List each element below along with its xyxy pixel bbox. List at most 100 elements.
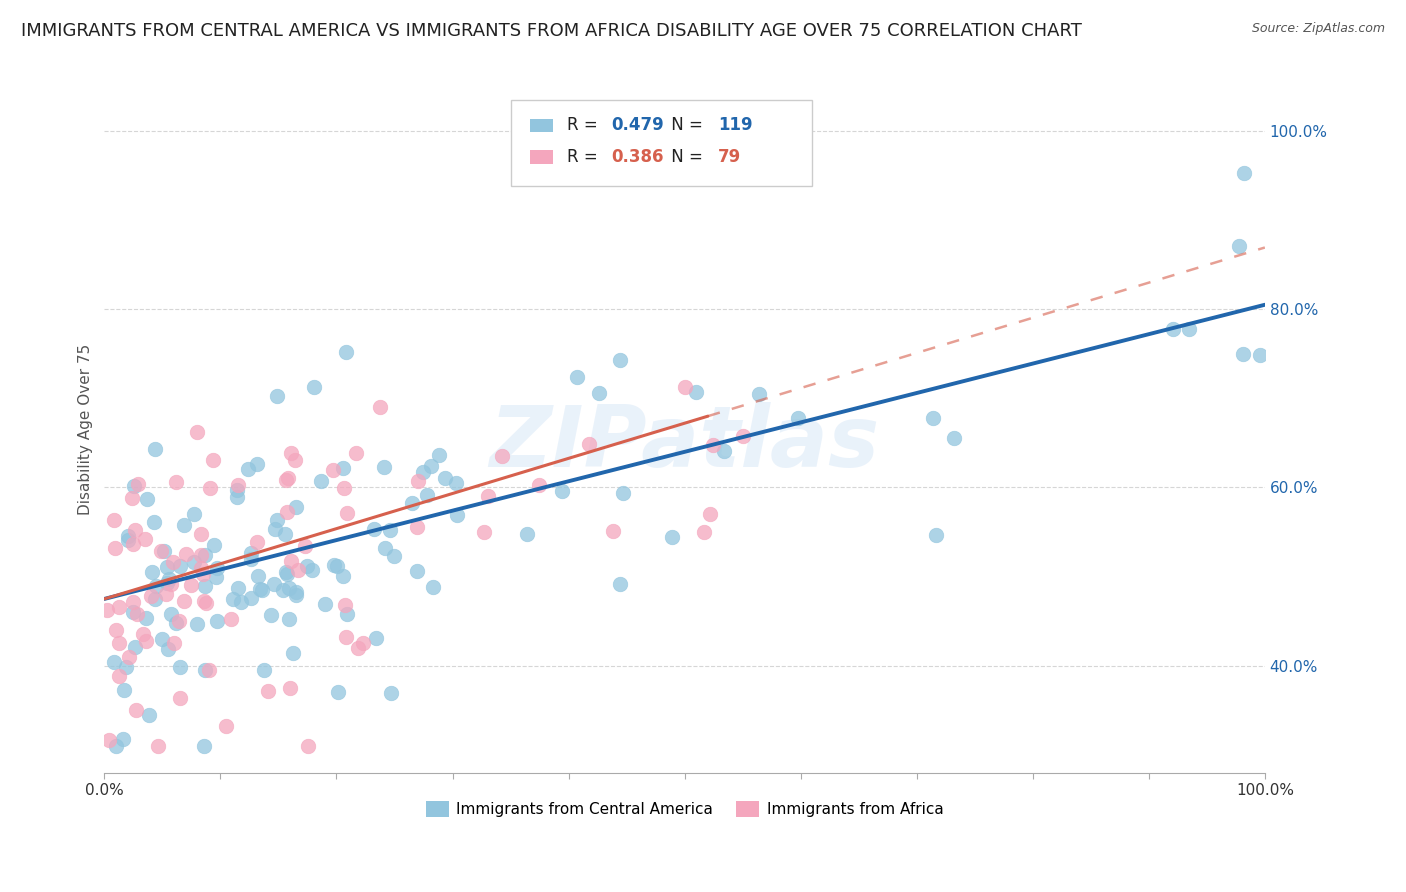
Point xyxy=(921,411,943,425)
Point xyxy=(280,554,302,568)
Bar xyxy=(530,150,554,164)
Point xyxy=(107,669,129,683)
Point xyxy=(276,505,298,519)
Point xyxy=(169,691,191,706)
Point xyxy=(333,598,356,612)
Point xyxy=(198,481,221,495)
Point xyxy=(104,541,127,555)
Point xyxy=(925,527,948,541)
Point xyxy=(297,559,319,574)
Point xyxy=(239,546,262,560)
Point xyxy=(163,636,186,650)
Point xyxy=(226,478,249,492)
Point xyxy=(284,585,307,599)
Text: Source: ZipAtlas.com: Source: ZipAtlas.com xyxy=(1251,22,1385,36)
Point xyxy=(205,570,228,584)
Point xyxy=(276,566,298,581)
Point xyxy=(183,555,205,569)
Point xyxy=(122,606,145,620)
Point xyxy=(274,474,297,488)
Point xyxy=(135,633,157,648)
Point xyxy=(190,560,212,574)
Point xyxy=(236,462,259,476)
Point xyxy=(287,563,309,577)
Point xyxy=(412,466,434,480)
Point xyxy=(602,524,624,538)
Point xyxy=(215,719,238,733)
Point xyxy=(263,576,285,591)
Point xyxy=(380,686,402,700)
Point xyxy=(103,513,125,527)
Point xyxy=(673,380,696,394)
Bar xyxy=(530,119,554,132)
Point xyxy=(145,579,167,593)
Point xyxy=(699,507,721,521)
Point xyxy=(105,623,128,637)
Text: 79: 79 xyxy=(718,148,741,166)
Point xyxy=(786,410,808,425)
Point xyxy=(266,389,288,403)
Point xyxy=(274,566,297,580)
Point xyxy=(165,475,187,489)
Point xyxy=(702,438,724,452)
Point xyxy=(373,460,395,475)
Point xyxy=(152,544,174,558)
Point xyxy=(141,566,163,580)
Point xyxy=(222,591,245,606)
Point xyxy=(190,526,212,541)
Point xyxy=(346,640,368,655)
Point xyxy=(194,579,217,593)
Point xyxy=(193,593,215,607)
Point xyxy=(121,537,143,551)
Point xyxy=(336,506,359,520)
Point xyxy=(115,660,138,674)
Point xyxy=(472,525,495,540)
Point xyxy=(260,608,283,623)
Point xyxy=(1178,322,1201,336)
Point xyxy=(112,682,135,697)
Point xyxy=(150,632,173,646)
Point xyxy=(246,534,269,549)
Point xyxy=(1227,238,1250,252)
Point xyxy=(165,615,187,630)
Text: R =: R = xyxy=(568,148,603,166)
Point xyxy=(352,636,374,650)
Point xyxy=(297,739,319,753)
Point xyxy=(406,565,429,579)
Point xyxy=(335,630,357,644)
Text: N =: N = xyxy=(666,117,709,135)
Point xyxy=(124,524,146,538)
Point xyxy=(194,596,217,610)
Point xyxy=(368,400,391,414)
Point xyxy=(252,663,274,677)
Point xyxy=(138,708,160,723)
Point xyxy=(328,685,350,699)
Point xyxy=(108,636,131,650)
Point xyxy=(111,732,134,747)
Point xyxy=(363,522,385,536)
Point xyxy=(143,515,166,529)
Point xyxy=(250,582,273,597)
Point xyxy=(174,547,197,561)
Point xyxy=(231,595,253,609)
Point xyxy=(278,681,301,695)
Point xyxy=(693,525,716,540)
Point xyxy=(156,576,179,591)
Text: 0.386: 0.386 xyxy=(612,148,664,166)
Point xyxy=(446,508,468,523)
Point xyxy=(155,586,177,600)
Point xyxy=(194,663,217,677)
Point xyxy=(104,739,127,753)
Point xyxy=(416,488,439,502)
Point xyxy=(122,478,145,492)
Point xyxy=(661,530,683,544)
Point xyxy=(278,581,301,595)
Point xyxy=(225,483,247,498)
Text: R =: R = xyxy=(568,117,603,135)
Point xyxy=(190,548,212,562)
Point xyxy=(366,631,388,645)
Point xyxy=(135,491,157,506)
Point xyxy=(256,684,278,698)
Point xyxy=(205,615,228,629)
Point xyxy=(198,663,221,677)
